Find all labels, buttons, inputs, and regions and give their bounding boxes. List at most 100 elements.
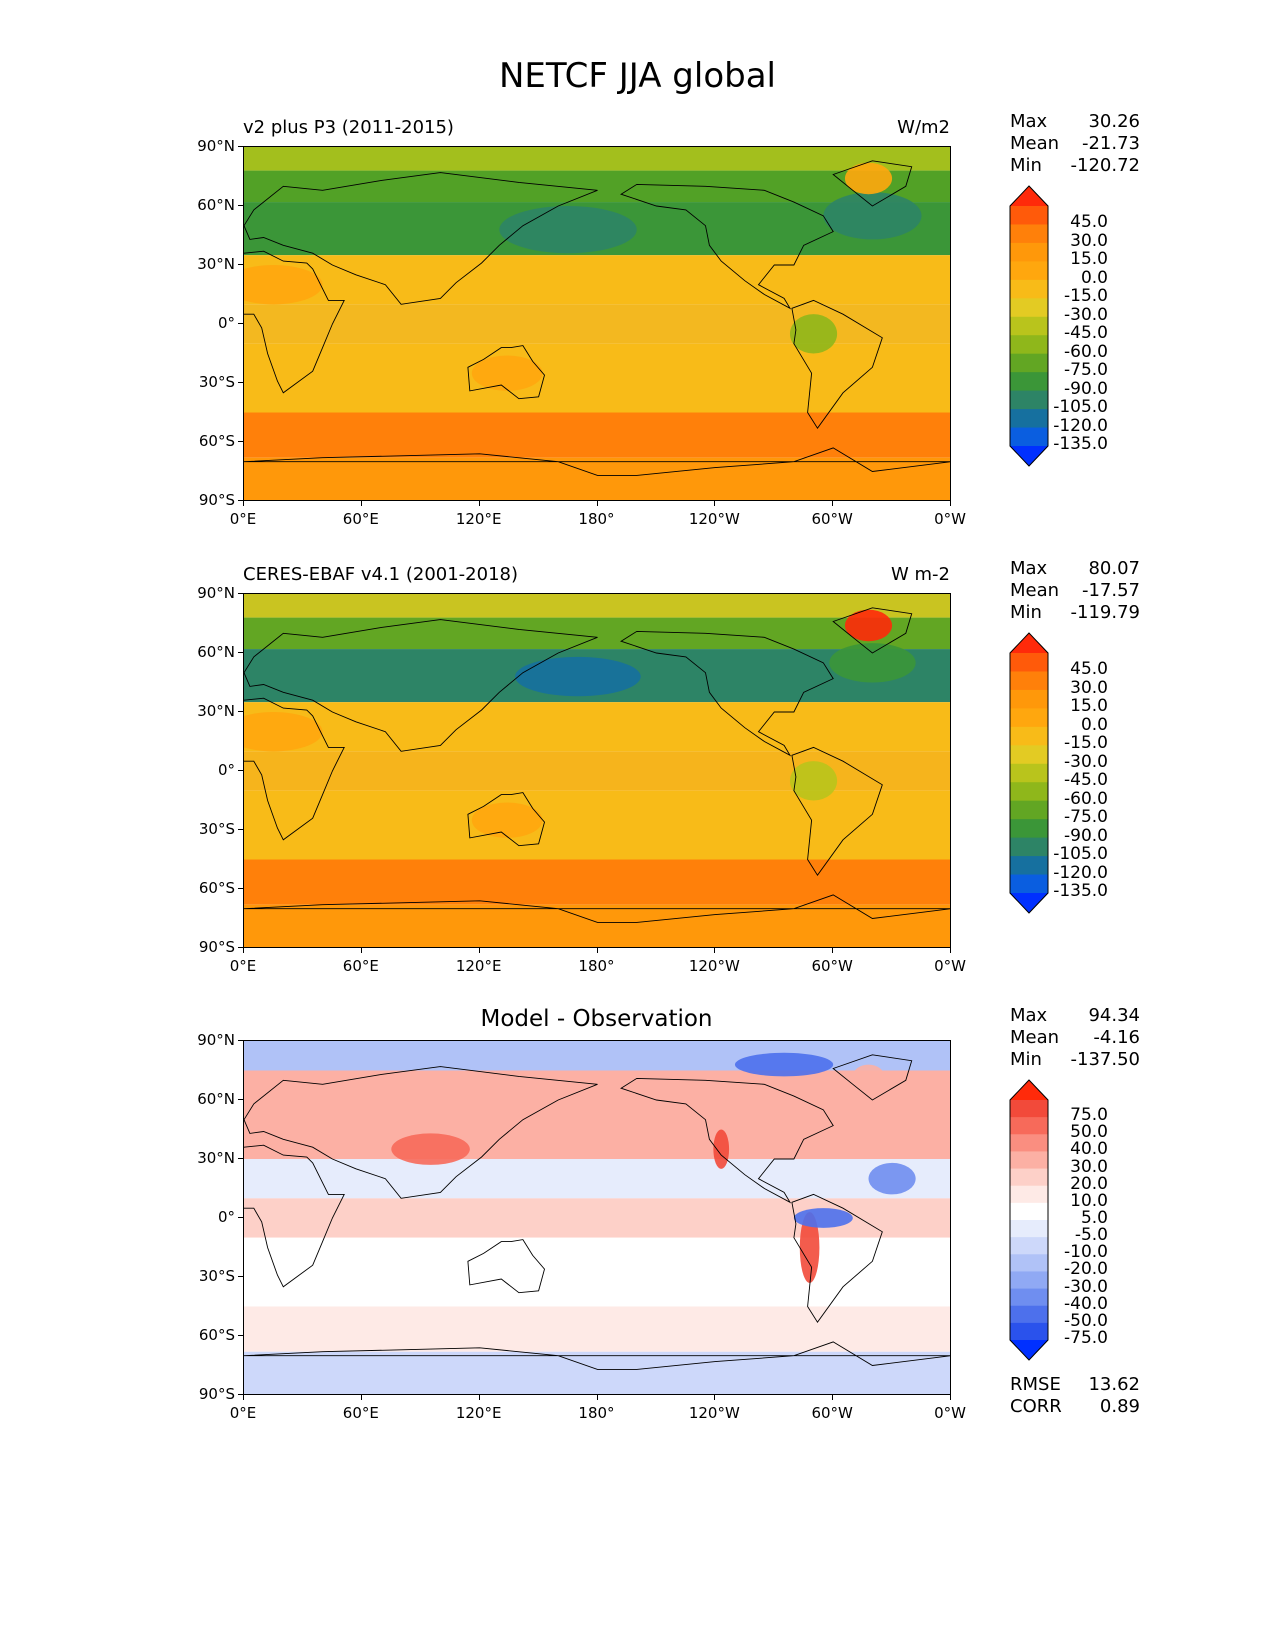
panel-ref-map[interactable] [243, 593, 951, 948]
panel-diff-colorbar-label: 10.0 [1070, 1190, 1108, 1211]
panel-diff-feature-atlantic-negative [868, 1162, 916, 1195]
panel-diff-colorbar-label: 20.0 [1070, 1173, 1108, 1194]
panel-test-colorbar-label: 15.0 [1070, 249, 1108, 270]
panel-diff-feature-greenland-positive [852, 1064, 885, 1089]
panel-ref-xtick-mark [243, 948, 244, 953]
panel-test-xtick-mark [832, 501, 834, 506]
panel-test-map[interactable] [243, 146, 951, 501]
panel-ref-colorbar-label: 15.0 [1070, 696, 1108, 717]
panel-ref-ytick-mark [238, 770, 243, 771]
panel-ref-feature-sahara-high [244, 712, 323, 752]
panel-test-stat-value: -120.72 [1070, 155, 1140, 176]
panel-diff-feature-andes-positive [799, 1212, 820, 1283]
panel-test-ytick-mark [238, 146, 243, 147]
panel-test-colorbar-min-extend [1010, 446, 1048, 466]
panel-ref-stat-max: Max 80.07 [1010, 558, 1140, 580]
panel-diff-band-arctic [244, 1041, 950, 1071]
panel-diff-coastline-australia [467, 1239, 545, 1294]
panel-diff-colorbar-cell [1010, 1271, 1048, 1290]
panel-diff-feature-asia-positive [391, 1133, 470, 1165]
panel-diff-ytick-label: 30°S [198, 1267, 235, 1285]
panel-diff-band-southern-ocean [244, 1306, 950, 1352]
panel-ref-colorbar-label: -90.0 [1064, 825, 1108, 846]
panel-test-coastline-antarctica-edge [244, 447, 950, 476]
panel-diff-colorbar-label: -30.0 [1064, 1276, 1108, 1297]
panel-test-colorbar-label: 30.0 [1070, 230, 1108, 251]
panel-diff-xtick-mark [950, 1395, 951, 1400]
panel-test-coastline-australia [467, 345, 545, 400]
panel-diff-xtick-mark [243, 1395, 244, 1400]
panel-diff-colorbar-cell [1010, 1288, 1048, 1307]
panel-ref-stat-value: -119.79 [1070, 602, 1140, 623]
panel-ref-band-southern-ocean [244, 859, 950, 905]
panel-diff-coastline-greenland [832, 1054, 913, 1101]
panel-ref-xtick-label: 0°E [229, 957, 257, 975]
panel-ref-feature-australia [471, 802, 543, 838]
panel-ref-coastline-eurasia [244, 619, 598, 752]
panel-ref-xtick-mark [832, 948, 834, 953]
panel-diff-ytick-mark [238, 1099, 243, 1100]
panel-ref-stat-key: Max [1010, 558, 1048, 579]
panel-diff-xtick-mark [714, 1395, 716, 1400]
panel-ref-coastline-greenland [832, 607, 913, 654]
panel-diff-ytick-mark [238, 1276, 243, 1277]
panel-ref-xtick-label: 180° [578, 957, 615, 975]
panel-test-coastline-africa [244, 250, 345, 394]
panel-ref-xtick-mark [478, 948, 480, 953]
panel-diff-colorbar [1009, 1079, 1049, 1361]
panel-diff-stat-value: 0.89 [1099, 1396, 1140, 1417]
panel-ref-xtick-label: 60°E [342, 957, 379, 975]
panel-ref-colorbar-label: -15.0 [1064, 733, 1108, 754]
panel-diff-colorbar-cell [1010, 1117, 1048, 1135]
panel-diff-xtick-label: 60°W [811, 1404, 853, 1422]
panel-test-band-southern-ocean [244, 412, 950, 458]
panel-diff-ytick-mark [238, 1394, 243, 1395]
panel-diff-stat-value: -4.16 [1093, 1027, 1140, 1048]
panel-test-stat-min: Min -120.72 [1010, 155, 1140, 177]
panel-test-ytick-mark [238, 441, 243, 442]
panel-ref-ytick-mark [238, 593, 243, 594]
panel-diff-xtick-label: 0°E [229, 1404, 257, 1422]
panel-test-ytick-label: 60°N [197, 196, 235, 214]
panel-test-colorbar-cell [1010, 409, 1048, 429]
panel-diff-coastline-eurasia [244, 1066, 598, 1199]
panel-diff-feature-arctic-negative [734, 1052, 834, 1077]
panel-diff-feature-west-coast-positive [713, 1129, 730, 1169]
panel-diff-stat-mean: Mean -4.16 [1010, 1027, 1140, 1049]
panel-test-feature-australia [471, 355, 543, 391]
panel-test-xtick-label: 60°W [811, 510, 853, 528]
panel-diff-xtick-mark [832, 1395, 834, 1400]
panel-diff-coastline-antarctica-edge [244, 1341, 950, 1370]
panel-diff-ytick-mark [238, 1040, 243, 1041]
panel-diff-xtick-label: 120°E [455, 1404, 502, 1422]
figure-title: NETCF JJA global [498, 56, 776, 96]
panel-diff-stat-corr: CORR 0.89 [1010, 1396, 1140, 1418]
panel-test-colorbar-label: -90.0 [1064, 378, 1108, 399]
panel-ref-xtick-label: 0°W [934, 957, 966, 975]
panel-ref-colorbar-label: -105.0 [1053, 844, 1108, 865]
panel-diff-colorbar-label: 30.0 [1070, 1156, 1108, 1177]
panel-test-coastline-greenland [832, 160, 913, 207]
panel-ref-colorbar-label: -45.0 [1064, 770, 1108, 791]
panel-ref-colorbar-cell [1010, 856, 1048, 876]
panel-diff-colorbar-cell [1010, 1305, 1048, 1324]
panel-test-stats: Max 30.26 Mean -21.73 Min -120.72 [1010, 111, 1140, 177]
panel-ref-xtick-label: 60°W [811, 957, 853, 975]
panel-test-xtick-mark [950, 501, 951, 506]
panel-ref-ytick-mark [238, 652, 243, 653]
panel-diff-map[interactable] [243, 1040, 951, 1395]
panel-test-ytick-mark [238, 264, 243, 265]
panel-diff-stat-min: Min -137.50 [1010, 1049, 1140, 1071]
panel-ref-colorbar-min-extend [1010, 893, 1048, 913]
panel-diff-ytick-mark [238, 1335, 243, 1336]
panel-ref-colorbar-cell [1010, 708, 1048, 728]
panel-ref-colorbar-cell [1010, 819, 1048, 839]
panel-test-colorbar-cell [1010, 353, 1048, 373]
panel-diff-ytick-mark [238, 1158, 243, 1159]
panel-ref-ytick-label: 60°N [197, 643, 235, 661]
panel-test-xtick-mark [478, 501, 480, 506]
panel-ref-stat-key: Min [1010, 602, 1042, 623]
panel-ref-band-zonal-band [244, 594, 950, 618]
panel-ref-ytick-label: 0° [217, 761, 235, 779]
panel-diff-stats: Max 94.34 Mean -4.16 Min -137.50 [1010, 1005, 1140, 1071]
